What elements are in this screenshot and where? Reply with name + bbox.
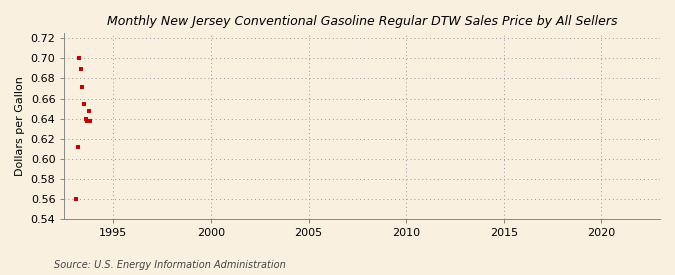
Point	[72, 145, 83, 149]
Point	[80, 116, 91, 121]
Point	[78, 101, 89, 106]
Point	[85, 119, 96, 123]
Point	[77, 84, 88, 89]
Text: Source: U.S. Energy Information Administration: Source: U.S. Energy Information Administ…	[54, 260, 286, 270]
Point	[76, 67, 86, 72]
Point	[84, 108, 95, 113]
Title: Monthly New Jersey Conventional Gasoline Regular DTW Sales Price by All Sellers: Monthly New Jersey Conventional Gasoline…	[107, 15, 618, 28]
Y-axis label: Dollars per Gallon: Dollars per Gallon	[15, 76, 25, 176]
Point	[74, 56, 84, 60]
Point	[70, 197, 81, 201]
Point	[82, 119, 92, 123]
